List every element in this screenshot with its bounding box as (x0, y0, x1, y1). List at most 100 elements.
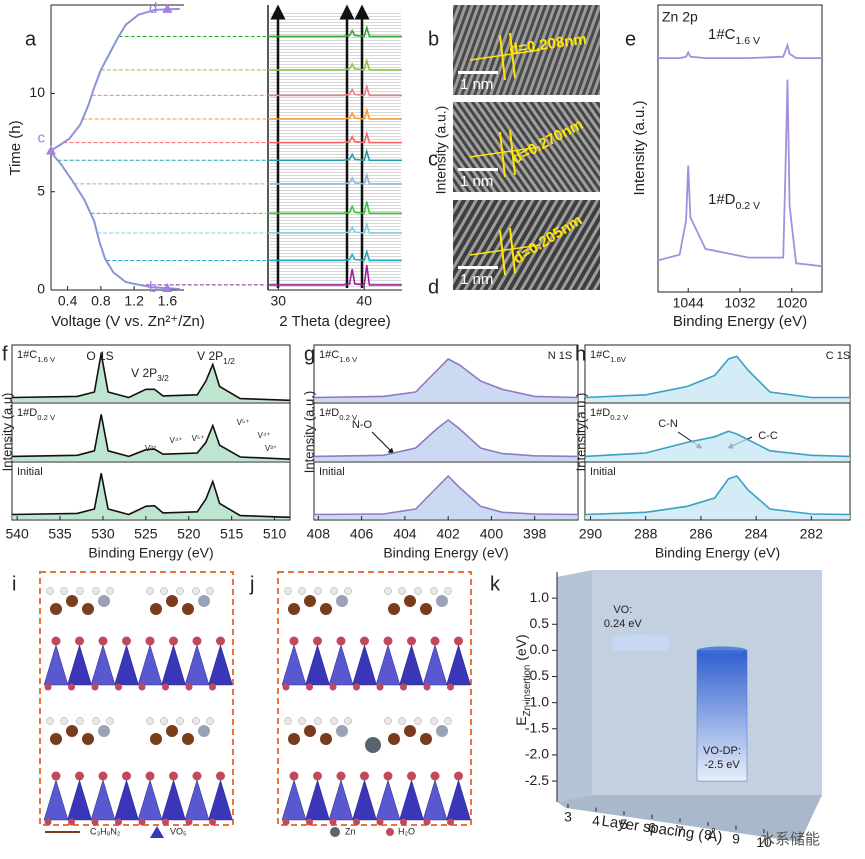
vo5-polyhedron (352, 644, 377, 686)
floor (557, 795, 822, 842)
spectrum (584, 430, 851, 458)
y-tick-label: 0.5 (530, 615, 550, 631)
y-axis-label: EZn-insertion (eV) (513, 634, 533, 725)
subplot-tag: 1#C1.6V (590, 349, 627, 364)
label-part: 1#D (590, 407, 610, 419)
atom (454, 636, 463, 646)
atom (68, 818, 75, 826)
vo5-polyhedron (90, 779, 116, 821)
fringe-marker (499, 34, 506, 81)
label-part: 0.2 V (610, 413, 629, 422)
x-tick-label: 510 (263, 526, 287, 542)
y-tick-label: 0.0 (530, 641, 550, 657)
line (49, 7, 180, 290)
area-fill (585, 356, 850, 402)
atom (314, 717, 322, 725)
vo5-polyhedron (352, 779, 377, 821)
x-axis-label: Binding Energy (eV) (655, 545, 780, 561)
atom (404, 725, 416, 737)
fringe-marker (509, 227, 516, 274)
spectrum (584, 355, 850, 399)
atom (192, 771, 202, 781)
atom (407, 771, 416, 781)
atom (145, 636, 155, 646)
x-tick-label: 8 (704, 827, 712, 843)
panel-label: h (575, 343, 586, 365)
legend-label: C₃H₈N₂ (90, 826, 121, 836)
spectrum (658, 42, 822, 59)
y-tick-label: -0.5 (525, 667, 549, 683)
atom (182, 603, 194, 615)
atom (50, 603, 62, 615)
atom (447, 683, 454, 691)
atom (420, 733, 432, 745)
atom (106, 587, 114, 595)
note-arrow (371, 431, 395, 455)
y-axis-label: Intensity(a.u.) (573, 393, 588, 472)
vo5-polyhedron (305, 779, 330, 821)
atom (304, 595, 316, 607)
y-axis-label: Time (h) (7, 120, 24, 175)
atom (150, 733, 162, 745)
x-axis-label: Binding Energy (eV) (673, 313, 807, 330)
scale-bar (458, 71, 498, 74)
subplot-tag: 1#D0.2 V (17, 407, 56, 422)
atom (414, 587, 422, 595)
vo5-polyhedron (184, 779, 210, 821)
xrd-trace (268, 265, 402, 286)
x-axis-label: Voltage (V vs. Zn²⁺/Zn) (51, 313, 205, 330)
peak-note: N-O (352, 419, 373, 431)
label-part: 1.6 V (339, 355, 358, 364)
vo5-polyhedron (161, 644, 186, 686)
y-tick-label: 1.0 (530, 589, 550, 605)
y-tick-label: -1.5 (525, 719, 549, 735)
atom (192, 636, 202, 646)
spectrum (11, 473, 291, 519)
atom (198, 595, 210, 607)
atom (192, 587, 200, 595)
atom (400, 683, 407, 691)
xrd-trace (268, 24, 402, 38)
atom (360, 771, 369, 781)
xrd-trace (268, 107, 402, 120)
atom (106, 717, 114, 725)
atom (344, 717, 352, 725)
marker (162, 3, 173, 13)
atom (176, 587, 184, 595)
label-part: Zn-insertion (522, 665, 533, 717)
atom (216, 636, 225, 646)
atom (336, 725, 348, 737)
atom (388, 603, 400, 615)
atom (313, 636, 322, 646)
atom (330, 717, 338, 725)
x-tick-label: 284 (744, 526, 768, 542)
x-axis-label: Binding Energy (eV) (383, 545, 508, 561)
subplot-tag: 1#C1.6 V (319, 349, 358, 364)
bar-name: VO-DP: (703, 745, 741, 757)
panel-label: j (249, 573, 254, 595)
panel-label: g (304, 343, 315, 365)
y-tick-label: 10 (29, 84, 45, 100)
atom (75, 636, 84, 646)
atom (330, 587, 338, 595)
atom (50, 733, 62, 745)
xrd-trace (268, 201, 402, 215)
tem-image (453, 200, 600, 290)
label-part: E (513, 716, 529, 725)
y-tick-label: 0 (37, 281, 45, 297)
atom (46, 717, 54, 725)
label-part: 3/2 (157, 373, 169, 383)
atom (306, 818, 313, 826)
subplot-tag: 1#D0.2 V (319, 407, 358, 422)
atom (436, 595, 448, 607)
atom (75, 771, 84, 781)
fringe-marker (509, 32, 516, 79)
area-fill (12, 473, 290, 519)
y-tick-label: 5 (37, 182, 45, 198)
x-tick-label: 1032 (724, 295, 755, 311)
vo5-polyhedron (137, 644, 163, 686)
x-tick-label: 535 (48, 526, 72, 542)
peak-note: C 1S (826, 350, 850, 362)
atom (398, 587, 406, 595)
